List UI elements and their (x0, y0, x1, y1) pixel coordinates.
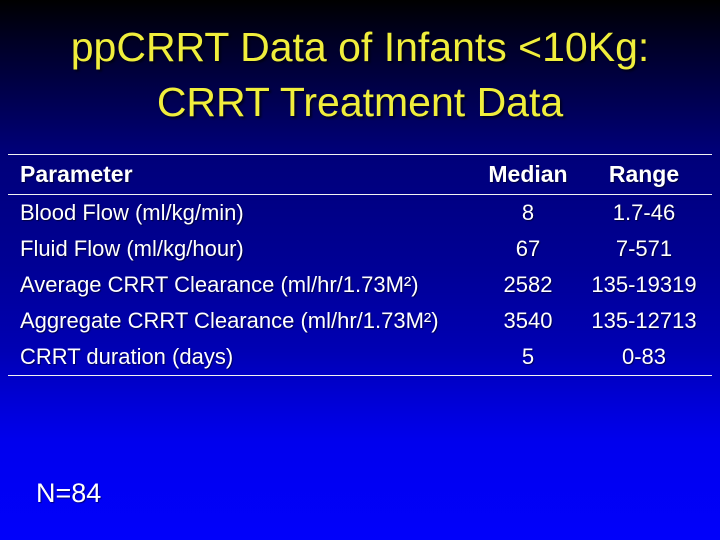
row-median: 67 (515, 236, 541, 261)
table-row: Blood Flow (ml/kg/min) 8 1.7-46 (8, 195, 712, 231)
row-parameter: CRRT duration (days) (20, 344, 234, 369)
slide-title-line-2: CRRT Treatment Data (156, 79, 564, 125)
column-header-range: Range (608, 161, 680, 187)
treatment-data-table: Parameter Median Range Blood Flow (ml/kg… (8, 154, 712, 376)
table-row: CRRT duration (days) 5 0-83 (8, 339, 712, 375)
table-row: Aggregate CRRT Clearance (ml/hr/1.73M²) … (8, 303, 712, 339)
row-median: 3540 (503, 308, 553, 333)
table-header-row: Parameter Median Range (8, 155, 712, 195)
row-parameter: Aggregate CRRT Clearance (ml/hr/1.73M²) (20, 308, 439, 333)
row-range: 0-83 (621, 344, 667, 369)
column-header-parameter: Parameter (20, 161, 133, 187)
row-range: 1.7-46 (612, 200, 676, 225)
table-row: Fluid Flow (ml/kg/hour) 67 7-571 (8, 231, 712, 267)
sample-size-label: N=84 (36, 478, 102, 508)
row-median: 8 (521, 200, 535, 225)
row-range: 135-12713 (591, 308, 697, 333)
column-header-median: Median (488, 161, 568, 187)
row-median: 2582 (503, 272, 553, 297)
row-range: 7-571 (615, 236, 673, 261)
table-row: Average CRRT Clearance (ml/hr/1.73M²) 25… (8, 267, 712, 303)
row-parameter: Fluid Flow (ml/kg/hour) (20, 236, 244, 261)
slide-title: ppCRRT Data of Infants <10Kg: CRRT Treat… (0, 20, 720, 130)
row-parameter: Blood Flow (ml/kg/min) (20, 200, 244, 225)
row-median: 5 (521, 344, 535, 369)
row-range: 135-19319 (591, 272, 697, 297)
slide-title-line-1: ppCRRT Data of Infants <10Kg: (70, 24, 650, 70)
row-parameter: Average CRRT Clearance (ml/hr/1.73M²) (20, 272, 419, 297)
